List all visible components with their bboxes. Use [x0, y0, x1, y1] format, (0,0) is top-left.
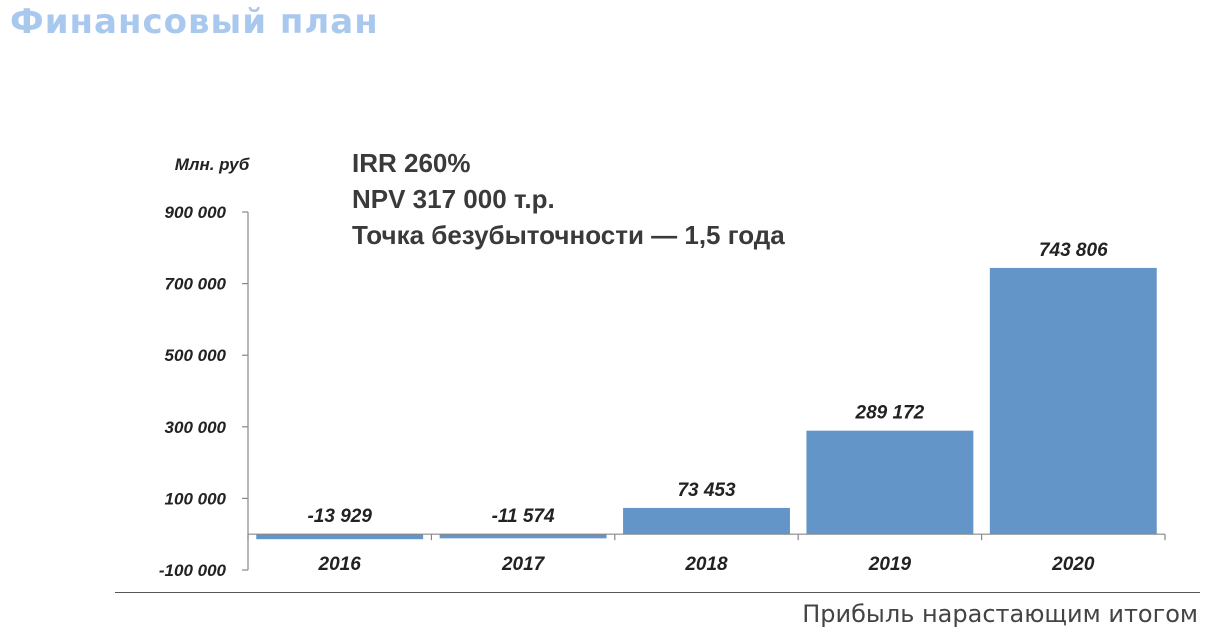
data-label-2020: 743 806	[1039, 240, 1108, 261]
npv-metric: NPV 317 000 т.р.	[352, 184, 555, 214]
y-tick-label: 500 000	[165, 346, 227, 365]
y-tick-label: 100 000	[165, 489, 227, 508]
irr-metric: IRR 260%	[352, 148, 471, 178]
footer-divider	[115, 592, 1200, 593]
x-tick-label-2019: 2019	[868, 554, 912, 575]
breakeven-metric: Точка безубыточности — 1,5 года	[352, 220, 785, 250]
data-label-2016: -13 929	[307, 506, 372, 527]
bar-2019	[806, 430, 974, 535]
y-axis-label: Млн. руб	[175, 155, 250, 174]
bar-2018	[623, 507, 790, 535]
x-tick-label-2017: 2017	[501, 554, 546, 575]
x-axis: 2016 2017 2018 2019 2020	[247, 533, 1166, 575]
data-label-2018: 73 453	[677, 480, 736, 501]
bar-2017	[439, 534, 607, 539]
x-tick-label-2016: 2016	[318, 554, 362, 575]
x-tick-label-2020: 2020	[1051, 554, 1095, 575]
bar-2016	[256, 534, 424, 540]
y-tick-label: 900 000	[165, 203, 227, 222]
y-tick-label: 700 000	[165, 275, 227, 294]
data-label-2019: 289 172	[855, 403, 925, 424]
page-title: Финансовый план	[10, 2, 379, 42]
data-label-2017: -11 574	[492, 506, 555, 527]
chart-caption: Прибыль нарастающим итогом	[802, 600, 1198, 628]
y-axis: -100 000 100 000 300 000 500 000 700 000 900 …	[159, 203, 249, 580]
y-tick-label: -100 000	[159, 561, 227, 580]
x-tick-label-2018: 2018	[684, 554, 728, 575]
y-tick-label: 300 000	[165, 418, 227, 437]
key-metrics: IRR 260% NPV 317 000 т.р. Точка безубыто…	[352, 145, 785, 253]
bars: -13 929 -11 574 73 453 289 172 743 806	[256, 240, 1157, 540]
bar-2020	[989, 267, 1157, 535]
